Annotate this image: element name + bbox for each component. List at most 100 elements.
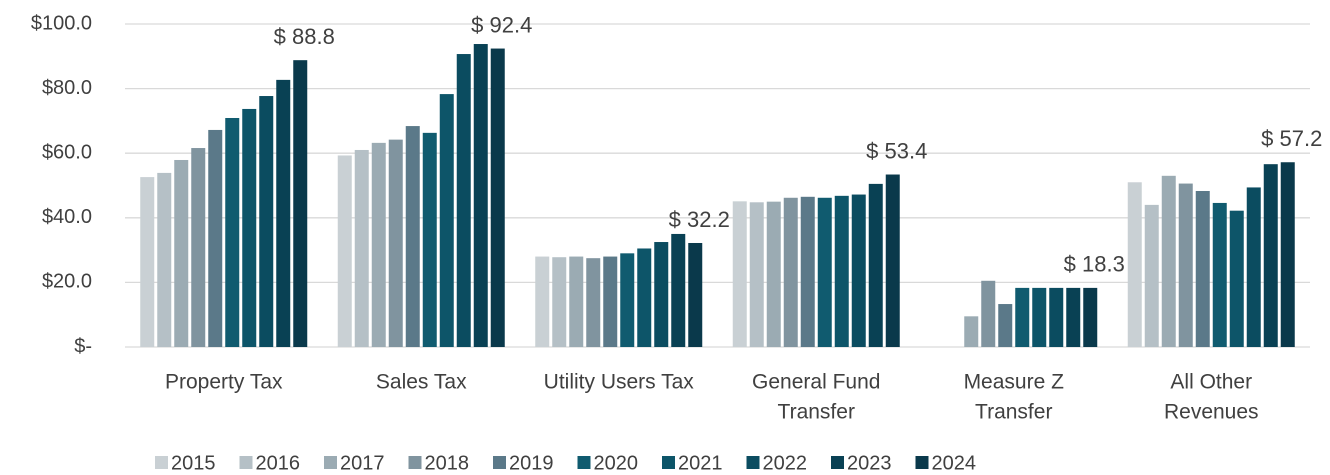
bar (140, 177, 155, 347)
legend-label: 2017 (340, 452, 385, 474)
legend-label: 2023 (847, 452, 892, 474)
bar (1066, 287, 1081, 347)
bar (964, 316, 979, 347)
data-label: $ 92.4 (471, 12, 532, 37)
bar (783, 197, 798, 347)
legend-label: 2019 (509, 452, 554, 474)
legend-swatch (915, 456, 929, 469)
bar (569, 256, 584, 347)
bar (371, 142, 386, 347)
x-tick-label: Utility Users Tax (544, 371, 695, 394)
legend-label: 2020 (594, 452, 639, 474)
y-tick-label: $40.0 (42, 206, 92, 228)
bar (1032, 287, 1047, 347)
bar (637, 248, 652, 347)
legend-swatch (746, 456, 760, 469)
y-tick-label: $60.0 (42, 141, 92, 163)
bar (388, 139, 403, 347)
bar (405, 126, 420, 348)
bar (293, 60, 308, 348)
bar (439, 94, 454, 347)
x-tick-label: All Other (1170, 371, 1252, 394)
legend-label: 2024 (932, 452, 977, 474)
y-tick-label: $20.0 (42, 271, 92, 293)
bar (422, 132, 437, 347)
bar (1246, 187, 1261, 347)
bar (1083, 287, 1098, 347)
x-tick-label: Sales Tax (376, 371, 467, 394)
data-label: $ 53.4 (866, 138, 927, 163)
bar (851, 194, 866, 347)
bar (654, 242, 669, 347)
data-label: $ 32.2 (669, 207, 730, 232)
data-label: $ 88.8 (274, 24, 335, 49)
data-label: $ 18.3 (1064, 252, 1125, 277)
bar (981, 280, 996, 347)
bar (1263, 164, 1278, 347)
legend-swatch (662, 456, 675, 469)
y-tick-label: $100.0 (31, 12, 92, 34)
bar (620, 253, 635, 347)
bar (817, 197, 832, 347)
bar (242, 108, 257, 347)
legend-label: 2015 (171, 452, 216, 474)
bar (473, 44, 488, 347)
bar (586, 258, 601, 347)
legend-label: 2022 (763, 452, 808, 474)
bar (535, 256, 550, 347)
bar (1144, 204, 1159, 347)
bar (603, 256, 618, 347)
bar (490, 48, 505, 347)
x-tick-label: Transfer (778, 401, 855, 424)
bar (259, 96, 274, 348)
bar (1178, 183, 1193, 347)
bar (276, 79, 291, 347)
bar (552, 257, 567, 347)
bar (732, 201, 747, 347)
bar (1015, 287, 1030, 347)
y-tick-label: $80.0 (42, 77, 92, 99)
bar (1280, 162, 1295, 347)
legend-label: 2016 (256, 452, 301, 474)
bar (800, 196, 815, 347)
bar (157, 172, 172, 347)
bar (225, 117, 240, 347)
legend-swatch (155, 456, 168, 469)
bar (1212, 202, 1227, 347)
legend-swatch (831, 456, 844, 469)
bar (456, 54, 471, 347)
y-tick-label: $- (74, 335, 92, 357)
x-tick-label: Property Tax (165, 371, 283, 394)
bar (1161, 175, 1176, 347)
x-tick-label: General Fund (752, 371, 880, 394)
legend-label: 2018 (425, 452, 470, 474)
bar (766, 201, 781, 347)
legend-swatch (408, 456, 422, 469)
bar (688, 242, 703, 347)
bar (1195, 190, 1210, 347)
bar (998, 304, 1013, 347)
bar (868, 183, 883, 347)
legend-swatch (577, 456, 591, 469)
bar (174, 159, 189, 347)
legend-swatch (493, 456, 506, 469)
bar (208, 129, 223, 347)
legend-swatch (324, 456, 337, 469)
data-label: $ 57.2 (1261, 126, 1322, 151)
bar (354, 149, 369, 347)
bar (1049, 287, 1064, 347)
bar (885, 174, 900, 347)
x-tick-label: Transfer (975, 401, 1052, 424)
bar (1229, 210, 1244, 347)
x-tick-label: Revenues (1164, 401, 1259, 424)
bar (1127, 182, 1142, 347)
bar (834, 195, 849, 347)
bar (337, 155, 352, 347)
legend-label: 2021 (678, 452, 723, 474)
x-tick-label: Measure Z (964, 371, 1065, 394)
bar (191, 148, 206, 347)
bar (749, 202, 764, 347)
legend-swatch (239, 456, 253, 469)
bar (671, 233, 686, 347)
